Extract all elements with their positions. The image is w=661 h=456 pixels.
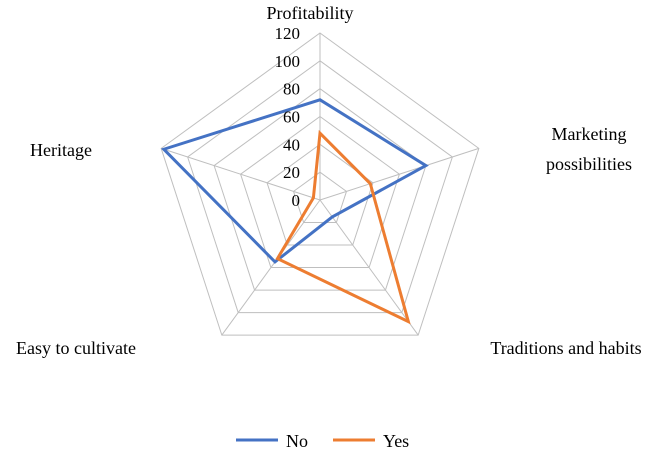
category-label-profitability: Profitability [267,3,354,23]
series-line-no [161,98,429,264]
grid-ring [160,32,480,336]
radar-grid [160,32,480,336]
grid-spoke [319,147,479,201]
legend-label-yes: Yes [383,431,409,451]
tick-label: 20 [283,163,300,182]
grid-ring [187,60,453,314]
category-label-easy-to-cultivate: Easy to cultivate [16,338,136,358]
category-label-traditions: Traditions and habits [490,338,641,358]
tick-label: 40 [283,135,300,154]
legend: No Yes [236,431,409,451]
grid-spoke [221,199,321,336]
tick-label: 80 [283,80,300,99]
category-labels: Profitability Marketing possibilities Tr… [16,3,642,358]
grid-ring [213,88,427,291]
tick-label: 100 [275,52,301,71]
category-label-marketing-line2: possibilities [546,154,632,174]
radar-series-layer [161,98,429,325]
tick-label: 0 [292,191,301,210]
series-line-yes [275,129,411,325]
legend-label-no: No [286,431,308,451]
grid-spoke [161,147,321,201]
grid-ring [239,115,401,269]
category-label-marketing-line1: Marketing [552,124,627,144]
grid-spoke [319,199,419,336]
radial-tick-labels: 0 20 40 60 80 100 120 [275,24,301,210]
category-label-heritage: Heritage [30,140,92,160]
grid-ring [292,171,348,224]
tick-label: 120 [275,24,301,43]
tick-label: 60 [283,108,300,127]
